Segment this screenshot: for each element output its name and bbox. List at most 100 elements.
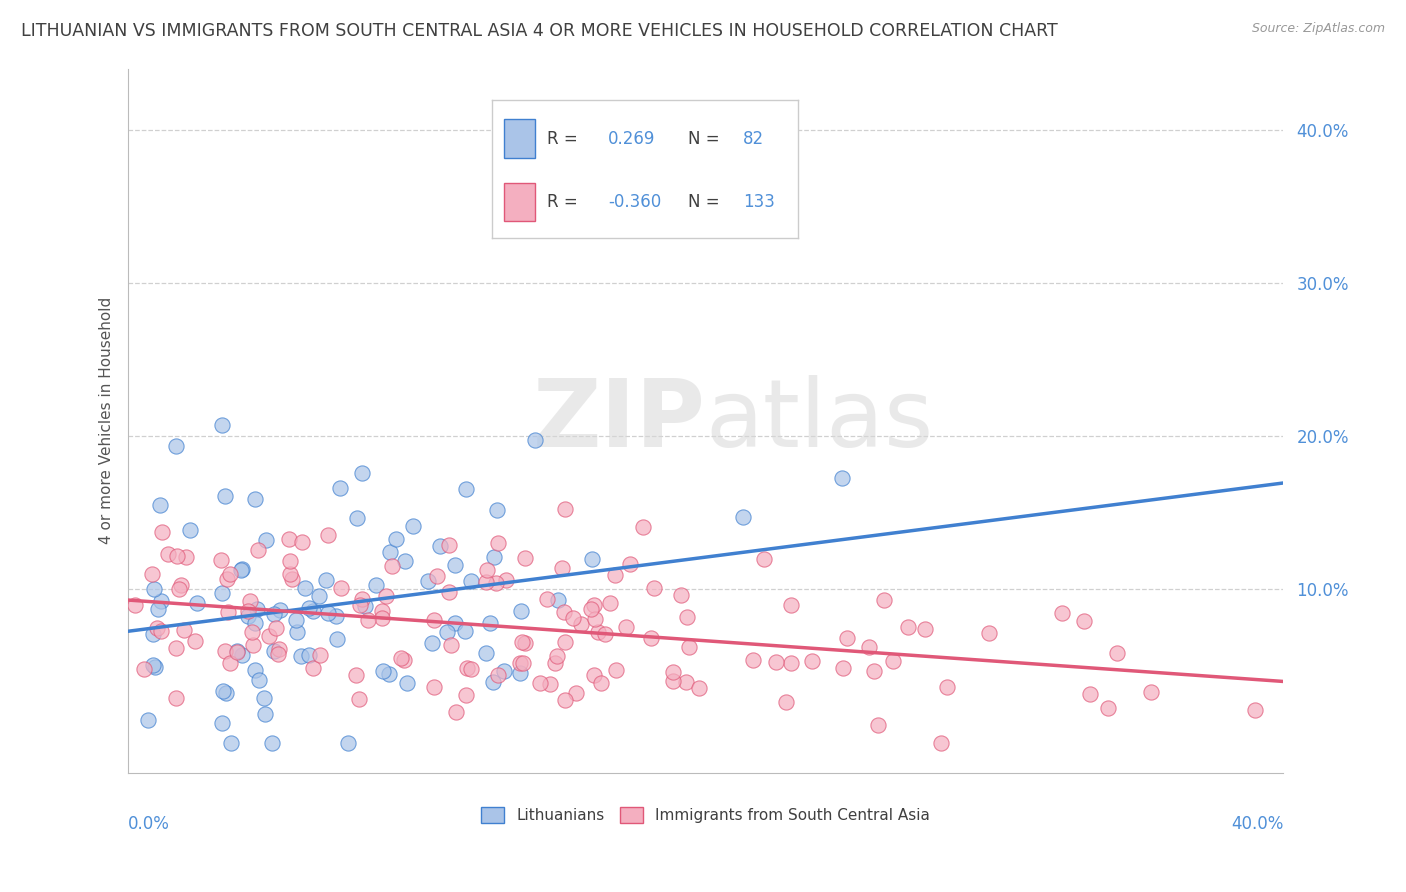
Point <box>831 471 853 485</box>
Point <box>186 596 208 610</box>
Point <box>229 563 252 577</box>
Point <box>269 603 291 617</box>
Point <box>675 675 697 690</box>
Point <box>510 635 533 649</box>
Point <box>211 553 233 567</box>
Point <box>544 656 567 670</box>
Point <box>477 564 499 578</box>
Point <box>124 598 146 612</box>
Point <box>315 573 337 587</box>
Point <box>524 433 547 447</box>
Point <box>661 673 683 688</box>
Point <box>349 598 371 612</box>
Point <box>444 705 467 719</box>
Text: ZIP: ZIP <box>533 375 706 467</box>
Text: 0.0%: 0.0% <box>128 815 170 833</box>
Point <box>1107 646 1129 660</box>
Point <box>599 597 621 611</box>
Point <box>267 648 290 662</box>
Point <box>579 601 602 615</box>
Point <box>495 573 517 587</box>
Point <box>553 605 575 619</box>
Point <box>165 690 187 705</box>
Legend: Lithuanians, Immigrants from South Central Asia: Lithuanians, Immigrants from South Centr… <box>475 801 936 829</box>
Point <box>371 604 394 618</box>
Point <box>142 627 165 641</box>
Point <box>149 624 172 638</box>
Point <box>605 663 627 677</box>
Point <box>586 624 609 639</box>
Point <box>245 663 267 677</box>
Point <box>873 592 896 607</box>
Point <box>254 533 277 548</box>
Point <box>765 655 787 669</box>
Point <box>779 656 801 670</box>
Point <box>143 660 166 674</box>
Point <box>593 626 616 640</box>
Point <box>454 482 477 496</box>
Point <box>247 673 270 687</box>
Point <box>395 675 418 690</box>
Point <box>440 638 463 652</box>
Point <box>157 547 180 561</box>
Point <box>420 636 443 650</box>
Point <box>350 467 373 481</box>
Point <box>485 503 508 517</box>
Point <box>402 519 425 533</box>
Point <box>284 613 307 627</box>
Point <box>554 693 576 707</box>
Point <box>142 657 165 672</box>
Point <box>236 608 259 623</box>
Point <box>897 620 920 634</box>
Point <box>688 681 710 695</box>
Point <box>676 610 699 624</box>
Point <box>226 644 249 658</box>
Text: LITHUANIAN VS IMMIGRANTS FROM SOUTH CENTRAL ASIA 4 OR MORE VEHICLES IN HOUSEHOLD: LITHUANIAN VS IMMIGRANTS FROM SOUTH CENT… <box>21 22 1057 40</box>
Point <box>285 625 308 640</box>
Point <box>291 534 314 549</box>
Point <box>239 594 262 608</box>
Point <box>437 585 460 599</box>
Point <box>494 664 516 678</box>
Point <box>631 519 654 533</box>
Point <box>257 629 280 643</box>
Point <box>218 657 240 671</box>
Point <box>538 677 561 691</box>
Point <box>374 589 396 603</box>
Point <box>167 582 190 596</box>
Point <box>460 574 482 589</box>
Point <box>929 735 952 749</box>
Point <box>344 668 367 682</box>
Point <box>562 611 585 625</box>
Point <box>219 566 242 581</box>
Point <box>231 648 253 662</box>
Point <box>219 735 242 749</box>
Point <box>509 656 531 670</box>
Point <box>460 662 482 676</box>
Point <box>456 661 478 675</box>
Point <box>589 676 612 690</box>
Point <box>170 578 193 592</box>
Point <box>301 661 323 675</box>
Point <box>546 648 568 663</box>
Point <box>277 532 299 546</box>
Point <box>309 648 332 662</box>
Point <box>436 625 458 640</box>
Point <box>882 655 904 669</box>
Point <box>316 527 339 541</box>
Point <box>569 617 592 632</box>
Point <box>554 501 576 516</box>
Point <box>211 417 233 432</box>
Point <box>262 735 284 749</box>
Point <box>780 598 803 612</box>
Point <box>146 601 169 615</box>
Point <box>426 569 449 583</box>
Point <box>211 586 233 600</box>
Point <box>423 680 446 694</box>
Point <box>316 606 339 620</box>
Point <box>614 619 637 633</box>
Point <box>290 648 312 663</box>
Point <box>141 566 163 581</box>
Point <box>240 624 263 639</box>
Point <box>294 581 316 595</box>
